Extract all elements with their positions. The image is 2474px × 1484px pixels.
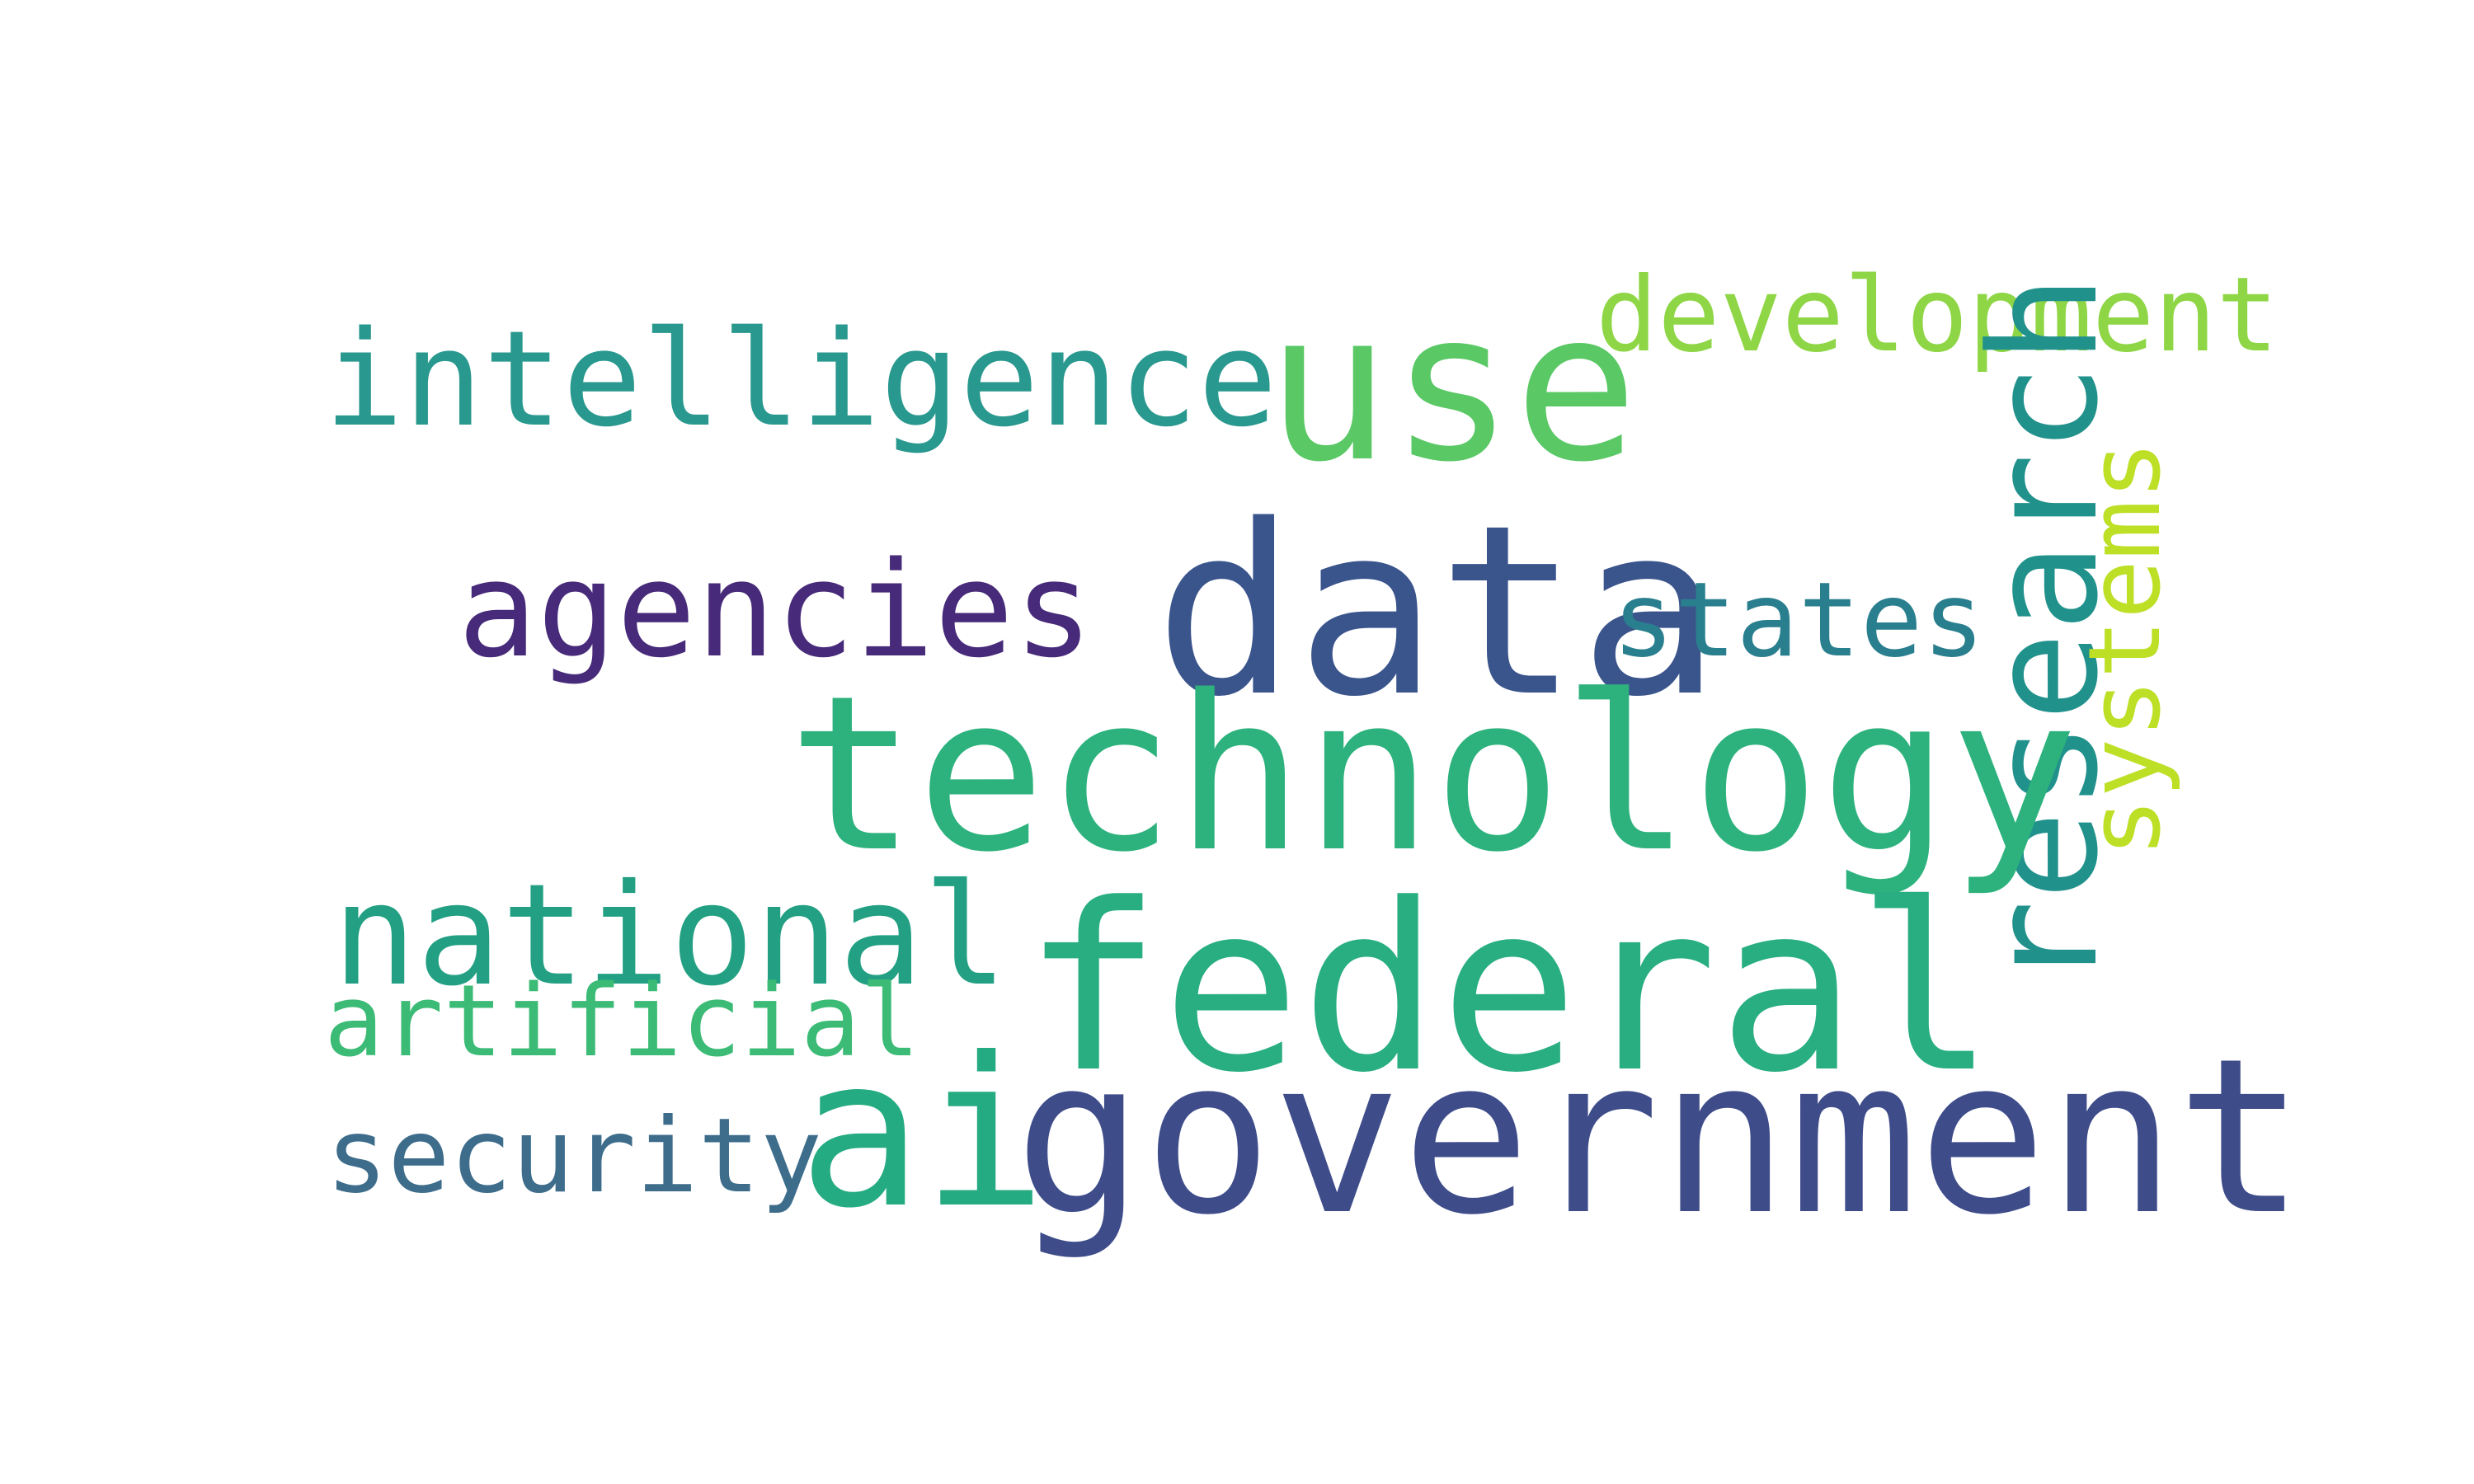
word-agencies: agencies (458, 533, 1094, 687)
word-technology: technology (788, 650, 2079, 899)
word-use: use (1266, 267, 1639, 507)
word-artificial: artificial (324, 965, 920, 1079)
word-national: national (332, 854, 1008, 1017)
word-data: data (1155, 475, 1721, 749)
word-security: security (326, 1097, 823, 1216)
word-systems: systems (2068, 440, 2183, 857)
word-development: development (1596, 256, 2279, 375)
word-ai: ai (798, 1013, 1047, 1253)
word-states: states (1612, 561, 1985, 680)
word-federal: federal (1023, 855, 1997, 1124)
word-intelligence: intelligence (324, 302, 1277, 456)
word-government: government (1014, 1013, 2306, 1262)
